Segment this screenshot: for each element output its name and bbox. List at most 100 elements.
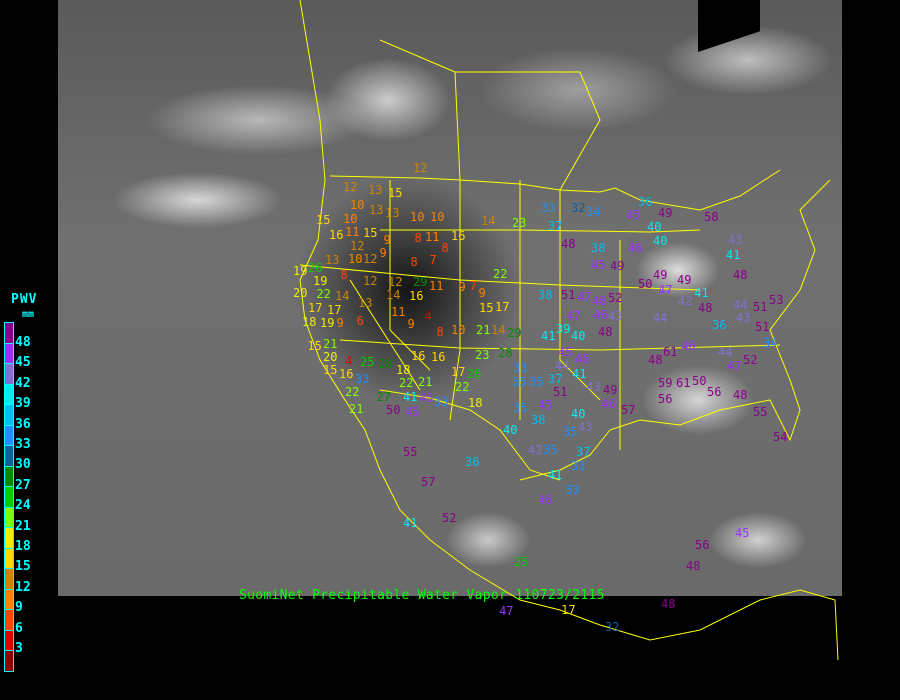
- station-pwv-value: 23: [512, 216, 527, 230]
- legend-swatch: [4, 363, 14, 384]
- station-pwv-value: 4: [424, 309, 432, 323]
- station-pwv-value: 14: [481, 214, 496, 228]
- mexico-border: [379, 389, 561, 481]
- station-pwv-value: 44: [653, 311, 668, 325]
- station-pwv-value: 16: [411, 349, 426, 363]
- station-pwv-value: 17: [561, 603, 576, 618]
- station-pwv-value: 35: [529, 375, 544, 389]
- station-pwv-value: 22: [316, 287, 331, 302]
- legend-swatch: [4, 424, 14, 445]
- station-pwv-value: 56: [658, 392, 673, 406]
- station-pwv-value: 8: [410, 255, 418, 269]
- station-pwv-value: 4: [345, 353, 353, 368]
- legend-swatch: [4, 527, 14, 548]
- legend-label: 39: [15, 396, 31, 412]
- station-pwv-value: 56: [707, 385, 722, 399]
- station-pwv-value: 44: [733, 298, 748, 312]
- station-pwv-value: 36: [712, 318, 727, 332]
- station-pwv-value: 32: [571, 201, 586, 215]
- station-pwv-value: 17: [451, 365, 466, 379]
- station-pwv-value: 26: [467, 367, 482, 381]
- station-pwv-value: 41: [694, 285, 709, 300]
- station-pwv-value: 47: [499, 603, 514, 618]
- legend-label: 45: [15, 355, 31, 371]
- legend-label: 3: [15, 641, 23, 656]
- station-pwv-value: 10: [348, 252, 363, 266]
- legend-swatch: [4, 445, 14, 466]
- station-pwv-value: 46: [681, 339, 696, 353]
- station-pwv-value: 48: [733, 388, 748, 402]
- station-pwv-value: 45: [591, 258, 606, 272]
- station-pwv-value: 22: [399, 376, 414, 391]
- station-pwv-value: 48: [686, 559, 701, 573]
- station-pwv-value: 11: [391, 305, 406, 319]
- station-pwv-value: 40: [653, 234, 668, 248]
- station-pwv-value: 16: [329, 228, 344, 242]
- station-pwv-value: 13: [368, 183, 383, 197]
- legend-label: 9: [15, 600, 23, 616]
- station-pwv-value: 16: [409, 289, 424, 303]
- station-pwv-value: 41: [403, 389, 418, 404]
- station-pwv-value: 22: [493, 267, 508, 281]
- state-line: [339, 339, 781, 351]
- legend-label: 33: [15, 437, 31, 452]
- station-pwv-value: 49: [610, 259, 625, 273]
- station-pwv-value: 12: [413, 161, 428, 175]
- station-pwv-value: 27: [376, 389, 392, 404]
- station-pwv-value: 18: [302, 314, 317, 329]
- station-pwv-value: 34: [763, 336, 778, 350]
- legend-label: 15: [15, 559, 31, 575]
- station-pwv-value: 15: [388, 186, 403, 200]
- station-pwv-value: 46: [601, 397, 616, 411]
- station-pwv-value: 41: [726, 248, 741, 262]
- station-pwv-value: 52: [608, 291, 623, 305]
- station-pwv-value: 32: [605, 620, 620, 634]
- station-pwv-value: 35: [513, 401, 528, 415]
- station-pwv-value: 12: [343, 180, 358, 194]
- station-pwv-value: 49: [677, 273, 692, 287]
- legend-swatch: [4, 650, 14, 672]
- station-pwv-value: 33: [434, 395, 449, 409]
- station-pwv-value: 55: [403, 445, 418, 459]
- station-pwv-value: 47: [727, 358, 742, 373]
- station-pwv-value: 51: [561, 288, 576, 302]
- satellite-image: [58, 0, 842, 596]
- station-pwv-value: 9: [336, 316, 344, 330]
- legend-swatch: [4, 322, 14, 343]
- station-pwv-value: 36: [638, 195, 653, 209]
- legend-swatch: [4, 465, 14, 486]
- legend-swatch: [4, 629, 14, 650]
- station-pwv-value: 14: [491, 323, 506, 337]
- station-pwv-value: 37: [576, 445, 591, 459]
- legend-label: 48: [15, 335, 31, 350]
- station-pwv-value: 11: [429, 279, 444, 293]
- map-caption: SuomiNet Precipitable Water Vapor 110723…: [239, 588, 605, 603]
- station-pwv-value: 12: [363, 252, 378, 266]
- station-pwv-value: 44: [555, 359, 570, 373]
- station-pwv-value: 33: [565, 483, 580, 497]
- legend-swatch: [4, 404, 14, 425]
- state-line: [299, 264, 701, 291]
- west-coast: [299, 0, 839, 661]
- station-pwv-value: 35: [563, 425, 578, 439]
- station-pwv-value: 10: [343, 212, 358, 226]
- station-pwv-value: 14: [335, 289, 350, 303]
- station-pwv-value: 53: [769, 293, 784, 307]
- station-pwv-value: 13: [385, 206, 400, 220]
- station-pwv-value: 33: [513, 361, 528, 375]
- station-pwv-value: 46: [538, 493, 553, 507]
- station-pwv-value: 48: [648, 353, 663, 367]
- station-pwv-value: 7: [469, 279, 477, 293]
- station-pwv-value: 8: [340, 268, 348, 282]
- legend-swatch: [4, 547, 14, 568]
- state-line: [559, 190, 601, 401]
- legend-label: 12: [15, 579, 31, 595]
- station-pwv-value: 17: [495, 300, 510, 314]
- station-pwv-value: 40: [503, 423, 518, 437]
- station-pwv-value: 58: [704, 210, 719, 224]
- station-pwv-value: 22: [455, 380, 470, 394]
- legend-swatch: [4, 342, 14, 363]
- station-pwv-value: 61: [663, 345, 678, 359]
- station-pwv-value: 51: [753, 300, 768, 314]
- station-pwv-value: 49: [653, 268, 668, 282]
